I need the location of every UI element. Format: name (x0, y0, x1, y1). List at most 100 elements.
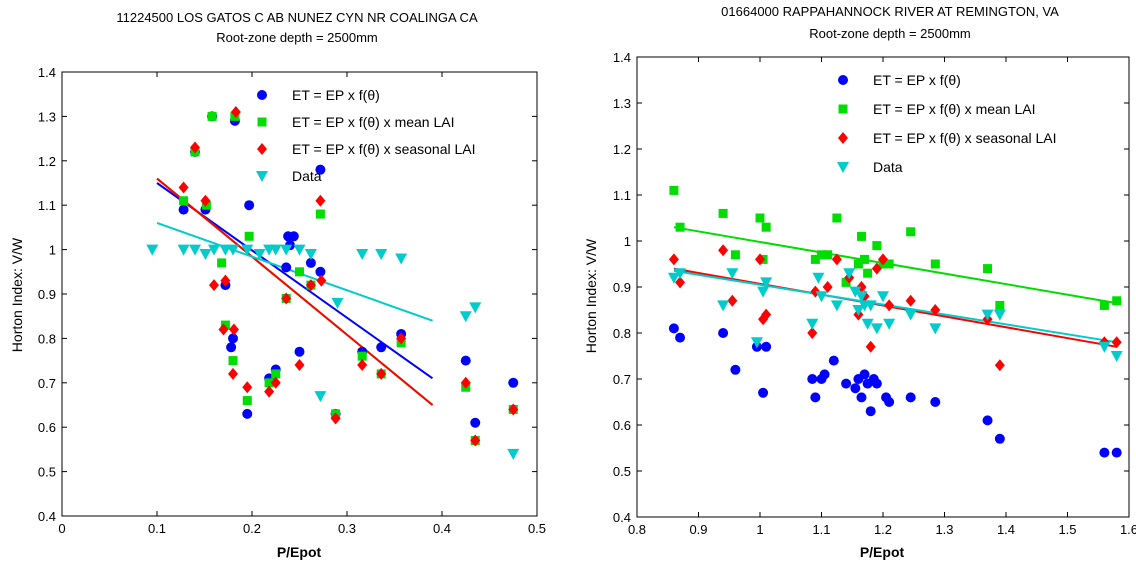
data-point (469, 302, 482, 314)
data-point (865, 340, 876, 353)
data-point (242, 381, 253, 394)
x-axis-label: P/Epot (860, 544, 905, 560)
data-point (507, 448, 520, 460)
legend-label: Data (873, 159, 903, 175)
data-point (244, 200, 255, 211)
data-point (760, 277, 773, 289)
data-point (884, 299, 895, 312)
x-axis-label: P/Epot (277, 544, 322, 560)
data-point (253, 249, 266, 261)
x-tick-label: 0 (58, 521, 65, 536)
data-point (356, 249, 369, 261)
data-point (905, 294, 916, 307)
data-point (841, 378, 852, 389)
legend-marker (838, 75, 848, 85)
data-point (856, 392, 867, 403)
data-point (755, 253, 765, 266)
data-point (305, 257, 316, 268)
data-point (228, 356, 238, 366)
chart-subtitle: Root-zone depth = 2500mm (216, 30, 378, 45)
data-point (508, 377, 519, 388)
data-point (823, 250, 833, 260)
fit-line (673, 267, 1117, 348)
chart-title: 01664000 RAPPAHANNOCK RIVER AT REMINGTON… (721, 4, 1059, 19)
y-tick-label: 0.8 (38, 331, 56, 346)
los-gatos-chart: 11224500 LOS GATOS C AB NUNEZ CYN NR COA… (9, 10, 546, 560)
data-point (357, 359, 368, 372)
data-point (828, 355, 839, 366)
data-point (761, 341, 772, 352)
x-tick-label: 0.8 (628, 522, 646, 537)
data-point (315, 164, 326, 175)
data-point (1098, 341, 1111, 353)
data-point (178, 181, 189, 194)
x-tick-label: 1.4 (997, 522, 1015, 537)
data-point (994, 359, 1005, 372)
data-point (242, 396, 252, 406)
fit-line (673, 269, 1117, 344)
data-point (853, 259, 863, 269)
data-point (305, 279, 316, 292)
plot-frame (636, 56, 1130, 518)
y-tick-label: 1.1 (38, 198, 56, 213)
x-tick-label: 0.1 (148, 521, 166, 536)
data-point (200, 194, 211, 207)
y-tick-label: 1 (49, 243, 56, 258)
data-point (207, 111, 217, 121)
data-point (718, 208, 728, 218)
data-point (872, 241, 882, 251)
data-point (906, 227, 916, 237)
series-group (667, 268, 1123, 362)
data-point (226, 342, 237, 353)
data-point (208, 244, 220, 256)
data-point (852, 305, 865, 316)
x-tick-label: 1 (756, 522, 763, 537)
data-point (750, 337, 763, 349)
legend-label: ET = EP x f(θ) (292, 87, 380, 103)
y-tick-label: 0.7 (38, 376, 56, 391)
x-tick-label: 0.4 (433, 521, 451, 536)
data-point (981, 309, 994, 321)
data-point (330, 412, 341, 425)
data-point (1099, 300, 1109, 310)
data-point (830, 300, 843, 312)
data-point (1111, 447, 1122, 458)
data-point (870, 323, 883, 335)
data-point (1110, 351, 1123, 362)
data-point (810, 254, 820, 264)
data-point (850, 383, 861, 394)
chart-panel-los-gatos: 11224500 LOS GATOS C AB NUNEZ CYN NR COA… (0, 0, 568, 564)
fit-line (156, 177, 434, 406)
x-tick-label: 1.1 (812, 522, 830, 537)
rappahannock-chart: 01664000 RAPPAHANNOCK RIVER AT REMINGTON… (583, 4, 1136, 560)
legend-marker (838, 104, 848, 114)
data-point (178, 204, 189, 215)
data-point (871, 378, 882, 389)
y-tick-label: 0.9 (38, 287, 56, 302)
data-point (884, 259, 894, 269)
y-tick-label: 0.8 (613, 326, 631, 341)
data-point (849, 286, 862, 298)
data-point (863, 268, 873, 278)
data-point (294, 359, 305, 372)
data-point (864, 300, 877, 312)
data-point (761, 222, 771, 232)
data-point (757, 286, 770, 298)
data-point (271, 369, 281, 379)
data-point (288, 231, 299, 242)
data-point (316, 274, 327, 287)
series-group (669, 185, 1122, 310)
data-point (460, 355, 471, 366)
legend-marker (256, 171, 268, 182)
y-tick-label: 1.2 (38, 154, 56, 169)
data-point (883, 318, 896, 330)
data-point (315, 209, 325, 219)
chart-subtitle: Root-zone depth = 2500mm (809, 26, 971, 41)
data-point (995, 300, 1005, 310)
legend-marker (257, 143, 267, 155)
data-point (219, 244, 232, 256)
data-point (227, 244, 239, 256)
data-point (1099, 447, 1110, 458)
data-point (807, 327, 818, 339)
legend-marker (837, 162, 849, 173)
